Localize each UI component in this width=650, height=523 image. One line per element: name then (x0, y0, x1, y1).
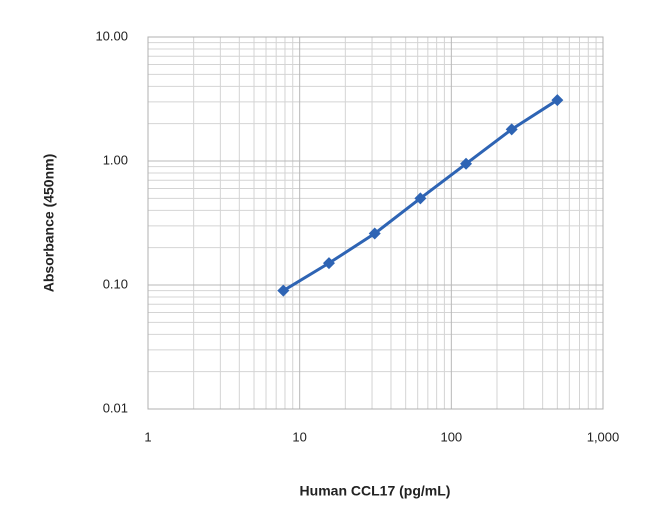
y-tick-label: 1.00 (103, 152, 128, 167)
data-point (322, 257, 335, 270)
y-tick-label: 10.00 (95, 28, 128, 43)
data-point (551, 94, 564, 107)
data-point (460, 157, 473, 170)
y-tick-label: 0.01 (103, 400, 128, 415)
plot-frame (147, 36, 604, 410)
x-tick-label: 1 (144, 429, 151, 444)
data-point (505, 123, 518, 136)
data-point (414, 192, 427, 205)
data-point (368, 227, 381, 240)
y-axis-title: Absorbance (450nm) (41, 154, 57, 292)
x-tick-label: 100 (440, 429, 462, 444)
x-tick-label: 1,000 (587, 429, 620, 444)
y-tick-label: 0.10 (103, 276, 128, 291)
x-axis-title: Human CCL17 (pg/mL) (300, 483, 451, 499)
data-point (277, 284, 290, 297)
x-tick-label: 10 (292, 429, 306, 444)
